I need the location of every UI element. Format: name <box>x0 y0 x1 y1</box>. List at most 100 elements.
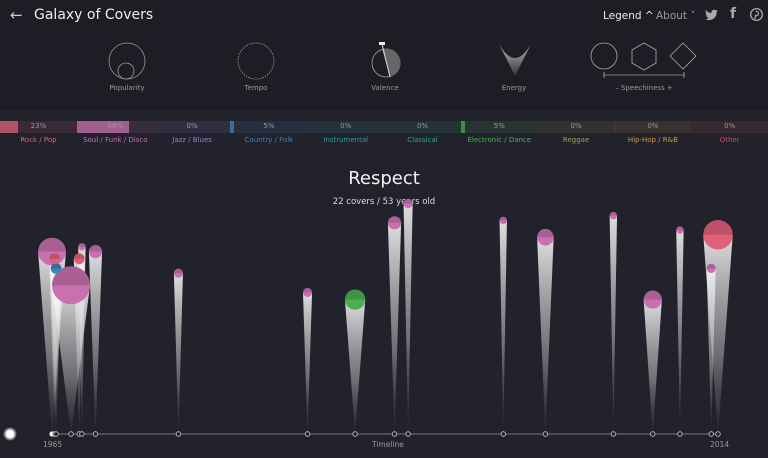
cover-cone <box>499 220 507 434</box>
genre-percent: 5% <box>493 122 505 130</box>
bubble-body <box>50 263 62 274</box>
cover-bubble[interactable] <box>403 199 413 209</box>
genre-name: Instrumental <box>323 136 369 144</box>
cover-bubble[interactable] <box>676 226 684 234</box>
timeline-dot[interactable] <box>304 431 311 437</box>
bubble-shade <box>78 243 86 247</box>
timeline-dot[interactable] <box>715 431 721 437</box>
genre-percent: 0% <box>416 122 429 130</box>
timeline-dot[interactable] <box>708 431 714 437</box>
genre-percent: 0% <box>724 122 736 130</box>
genre-name: Soul / Funk / Disco <box>83 136 148 144</box>
facebook-icon[interactable]: f <box>730 6 737 22</box>
genre-name: Country / Folk <box>244 136 294 144</box>
cover-cone <box>537 237 554 434</box>
bubble-shade <box>403 199 413 204</box>
cover-bubble[interactable] <box>173 268 183 278</box>
genre-name: Reggae <box>562 136 590 144</box>
bubble-body <box>173 268 183 278</box>
genre-bar <box>307 121 385 133</box>
genre-bar <box>614 121 692 133</box>
bubble-shade <box>49 253 61 259</box>
genre-filter-bar: 23% Rock / Pop 68% Soul / Funk / Disco 0… <box>0 121 768 151</box>
genre-0[interactable]: 23% Rock / Pop <box>0 121 77 151</box>
energy-icon <box>499 44 531 76</box>
cover-bubble[interactable] <box>643 290 662 309</box>
timeline-dot[interactable] <box>175 431 182 437</box>
genre-7[interactable]: 0% Reggae <box>537 121 615 151</box>
bubble-body <box>302 287 313 297</box>
genre-3[interactable]: 5% Country / Folk <box>230 121 308 151</box>
cover-bubble[interactable] <box>387 216 402 230</box>
genre-2[interactable]: 0% Jazz / Blues <box>153 121 231 151</box>
bubble-body <box>676 226 684 234</box>
bubble-shade <box>706 263 716 269</box>
cover-bubble[interactable] <box>499 216 507 225</box>
bubble-shade <box>703 220 733 235</box>
genre-8[interactable]: 0% Hip-Hop / R&B <box>614 121 692 151</box>
timeline-dot[interactable] <box>677 431 683 437</box>
cover-cone <box>344 299 366 434</box>
cover-bubble[interactable] <box>50 263 62 274</box>
bubble-shade <box>73 253 85 259</box>
timeline-dot[interactable] <box>405 431 411 437</box>
bubble-body <box>88 245 103 259</box>
bubble-body <box>387 216 402 230</box>
genre-4[interactable]: 0% Instrumental <box>307 121 385 151</box>
timeline-dot[interactable] <box>79 431 85 437</box>
cover-bubble[interactable] <box>609 211 618 220</box>
cover-cone <box>643 299 662 434</box>
timeline-dot[interactable] <box>391 431 398 437</box>
cover-bubble[interactable] <box>706 263 716 273</box>
bubble-body <box>499 216 507 225</box>
bubble-body <box>403 199 413 209</box>
cover-bubble[interactable] <box>537 228 554 246</box>
genre-percent: 0% <box>186 122 198 130</box>
cover-bubble[interactable] <box>78 243 86 251</box>
timeline-dot[interactable] <box>542 431 549 437</box>
genre-5[interactable]: 0% Classical <box>384 121 461 151</box>
cover-bubble[interactable] <box>703 220 733 250</box>
bubble-shade <box>50 263 62 269</box>
cover-cone <box>609 215 618 434</box>
timeline-dot[interactable] <box>352 431 358 437</box>
timeline-start: 1965 <box>43 440 63 449</box>
timeline-dot[interactable] <box>53 431 59 437</box>
pinterest-icon[interactable] <box>750 8 763 21</box>
cover-bubble[interactable] <box>52 266 91 305</box>
genre-name: Rock / Pop <box>20 136 57 144</box>
genre-bar <box>230 121 308 133</box>
cover-bubble[interactable] <box>302 287 313 297</box>
valence-icon <box>371 42 401 78</box>
cover-bubble[interactable] <box>88 245 103 259</box>
legend-toggle[interactable]: Legend ^ <box>603 10 654 22</box>
genre-percent: 23% <box>30 122 47 130</box>
genre-bar <box>153 121 231 133</box>
cover-bubble[interactable] <box>344 289 366 310</box>
genre-1[interactable]: 68% Soul / Funk / Disco <box>76 121 154 151</box>
genre-6[interactable]: 5% Electronic / Dance <box>460 121 538 151</box>
cover-cone <box>703 234 733 434</box>
genre-percent: 0% <box>340 122 352 130</box>
timeline-dot[interactable] <box>500 431 506 437</box>
energy-label: Energy <box>501 84 527 92</box>
bubble-shade <box>643 290 662 300</box>
about-menu[interactable]: About ˅ <box>656 10 696 22</box>
timeline-dot[interactable] <box>650 431 656 437</box>
bubble-shade <box>302 287 313 293</box>
timeline-dot[interactable] <box>610 431 617 437</box>
timeline-dot[interactable] <box>92 431 99 437</box>
cover-bubble[interactable] <box>73 253 85 265</box>
speechiness-label: – Speechiness + <box>615 84 673 92</box>
play-dot[interactable] <box>3 427 17 441</box>
bubble-body <box>643 290 662 309</box>
cover-cone <box>403 203 413 434</box>
timeline-end: 2014 <box>710 440 730 449</box>
genre-name: Hip-Hop / R&B <box>627 136 678 144</box>
twitter-icon[interactable] <box>705 9 718 21</box>
bubble-shade <box>173 268 183 274</box>
genre-9[interactable]: 0% Other <box>691 121 768 151</box>
back-arrow-icon[interactable]: ← <box>10 6 23 24</box>
cover-bubble[interactable] <box>49 253 61 265</box>
timeline-dot[interactable] <box>68 431 74 437</box>
